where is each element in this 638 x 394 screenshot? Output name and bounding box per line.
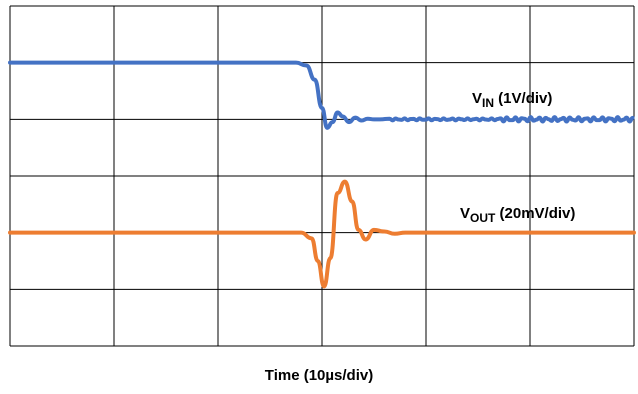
- vout-trace: [8, 179, 636, 289]
- vout-series-label: VOUT (20mV/div): [460, 205, 576, 225]
- x-axis-label: Time (10µs/div): [264, 367, 374, 384]
- vin-series-label: VIN (1V/div): [472, 90, 553, 110]
- vin-trace: [8, 60, 635, 130]
